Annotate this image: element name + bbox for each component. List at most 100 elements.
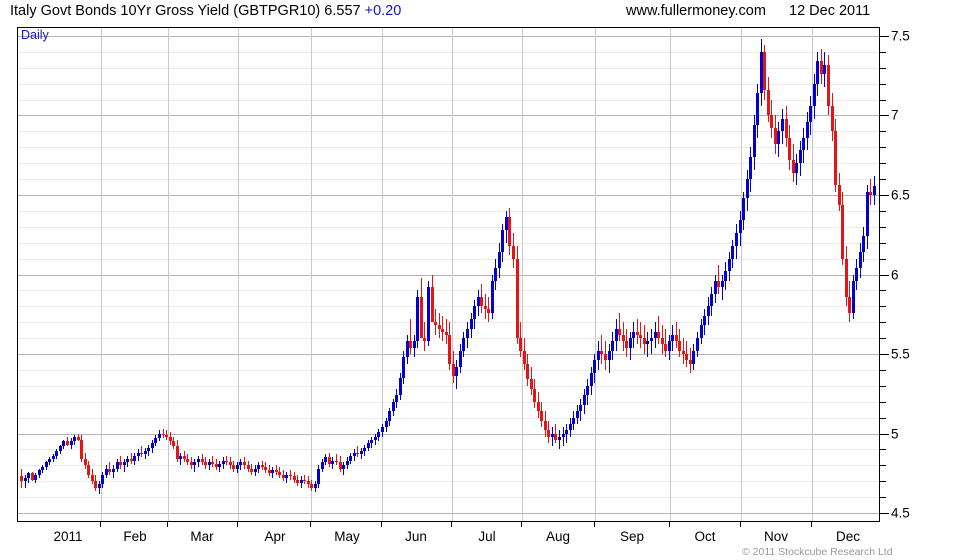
- candle-body: [91, 474, 94, 482]
- candle-body: [809, 105, 812, 122]
- candle-body: [862, 236, 865, 253]
- candle-body: [339, 462, 342, 469]
- candle-body: [675, 334, 678, 342]
- candle-body: [731, 245, 734, 259]
- gridline-minor: [18, 449, 879, 450]
- candle-body: [154, 438, 157, 444]
- x-axis-label: Jul: [478, 529, 496, 544]
- y-axis-tick: [880, 195, 889, 196]
- candle-body: [423, 338, 426, 342]
- candle-wick: [647, 331, 648, 358]
- candle-body: [629, 338, 632, 348]
- candle-body: [52, 455, 55, 459]
- candle-wick: [99, 481, 100, 494]
- candle-body: [823, 64, 826, 75]
- gridline-minor: [18, 179, 879, 180]
- y-axis-tick: [880, 147, 886, 148]
- candle-body: [208, 462, 211, 466]
- x-axis-tick: [310, 522, 311, 527]
- candle-body: [94, 481, 97, 488]
- y-axis-tick: [880, 354, 889, 355]
- candle-body: [310, 484, 313, 488]
- candle-wick: [120, 455, 121, 469]
- candle-body: [31, 473, 34, 480]
- candle-body: [452, 363, 455, 377]
- y-axis-tick: [880, 290, 886, 291]
- candle-body: [377, 431, 380, 437]
- gridline-minor: [18, 481, 879, 482]
- candle-body: [314, 484, 317, 488]
- candle-wick: [410, 319, 411, 354]
- candle-body: [533, 389, 536, 402]
- candle-body: [654, 331, 657, 339]
- y-axis-tick: [880, 227, 886, 228]
- candle-body: [229, 462, 232, 466]
- candle-body: [165, 435, 168, 437]
- y-axis-tick: [880, 243, 886, 244]
- copyright-notice: © 2011 Stockcube Research Ltd: [742, 546, 893, 558]
- candle-body: [820, 61, 823, 75]
- candle-body: [813, 83, 816, 106]
- candle-body: [608, 350, 611, 361]
- candle-body: [696, 338, 699, 351]
- candle-body: [268, 470, 271, 474]
- candle-body: [215, 463, 218, 467]
- candle-body: [296, 479, 299, 483]
- candle-body: [392, 401, 395, 412]
- y-axis-label: 6: [891, 267, 899, 283]
- candle-body: [516, 258, 519, 339]
- x-axis-label: Mar: [190, 529, 214, 544]
- x-axis-label: Nov: [763, 529, 789, 544]
- candle-body: [385, 420, 388, 428]
- gridline-major: [18, 36, 879, 37]
- candle-body: [112, 468, 115, 472]
- candle-body: [59, 446, 62, 452]
- candle-body: [703, 315, 706, 326]
- gridline-minor: [18, 259, 879, 260]
- candle-body: [123, 462, 126, 466]
- candle-body: [374, 436, 377, 440]
- candle-body: [491, 280, 494, 313]
- candle-body: [324, 457, 327, 463]
- candle-body: [360, 451, 363, 455]
- candle-body: [618, 328, 621, 335]
- y-axis-tick: [880, 434, 889, 435]
- candle-body: [632, 331, 635, 339]
- candle-body: [179, 455, 182, 459]
- candle-body: [848, 296, 851, 313]
- candle-wick: [601, 334, 602, 364]
- gridline-vertical: [168, 28, 169, 521]
- x-axis-tick: [594, 522, 595, 527]
- candle-body: [799, 150, 802, 164]
- gridline-minor: [18, 227, 879, 228]
- gridline-vertical: [238, 28, 239, 521]
- candle-wick: [131, 452, 132, 464]
- candle-body: [671, 334, 674, 342]
- candle-body: [788, 137, 791, 160]
- candle-wick: [113, 465, 114, 479]
- candle-body: [523, 350, 526, 364]
- candle-body: [98, 484, 101, 488]
- candle-body: [402, 357, 405, 378]
- candle-body: [873, 185, 876, 195]
- candle-body: [176, 446, 179, 459]
- candle-body: [831, 105, 834, 132]
- candle-body: [346, 460, 349, 466]
- candle-body: [151, 443, 154, 448]
- candle-body: [657, 331, 660, 339]
- x-axis-tick: [451, 522, 452, 527]
- candle-body: [562, 433, 565, 437]
- candle-body: [707, 306, 710, 316]
- x-axis-label: Dec: [835, 529, 861, 544]
- candle-body: [554, 433, 557, 440]
- candle-body: [774, 128, 777, 145]
- candle-body: [190, 462, 193, 466]
- gridline-minor: [18, 243, 879, 244]
- last-price: 6.557: [324, 3, 361, 19]
- y-axis-tick: [880, 418, 886, 419]
- instrument-title: Italy Govt Bonds 10Yr Gross Yield (GBTPG…: [10, 3, 401, 19]
- candle-body: [767, 90, 770, 116]
- candle-wick: [432, 274, 433, 297]
- candle-body: [87, 465, 90, 475]
